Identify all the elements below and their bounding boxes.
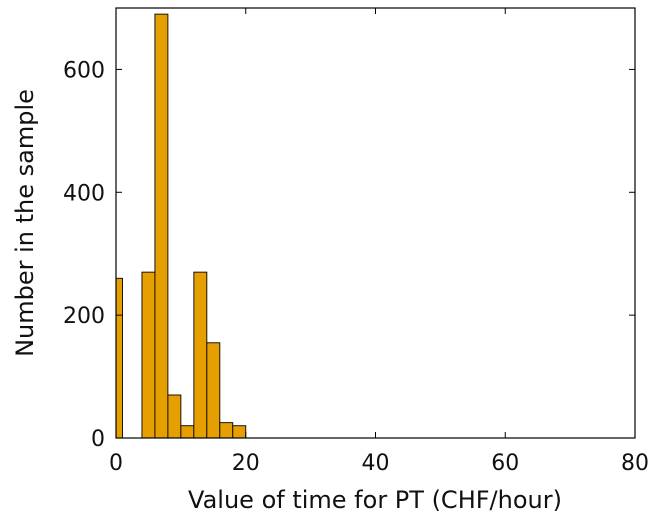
x-axis-label: Value of time for PT (CHF/hour) <box>188 486 562 514</box>
x-tick-label: 60 <box>491 451 519 476</box>
histogram-bar <box>219 422 234 439</box>
histogram-bar <box>115 277 123 439</box>
x-tick-label: 40 <box>362 451 390 476</box>
histogram-bar <box>193 271 208 439</box>
bars-group <box>115 13 247 439</box>
histogram-bar <box>167 394 182 439</box>
y-tick-label: 0 <box>91 427 105 452</box>
y-tick-label: 400 <box>63 181 105 206</box>
y-axis-label: Number in the sample <box>11 89 39 357</box>
histogram-bar <box>232 425 247 439</box>
histogram-bar <box>154 13 169 439</box>
y-tick-label: 200 <box>63 304 105 329</box>
ticks-group: 0 20 40 60 80 0 200 400 600 <box>63 8 649 476</box>
x-tick-label: 80 <box>621 451 649 476</box>
histogram-bar <box>180 425 195 439</box>
x-tick-label: 20 <box>232 451 260 476</box>
histogram-bar <box>141 271 156 439</box>
x-tick-label: 0 <box>109 451 123 476</box>
y-tick-label: 600 <box>63 58 105 83</box>
histogram-bar <box>206 342 221 439</box>
